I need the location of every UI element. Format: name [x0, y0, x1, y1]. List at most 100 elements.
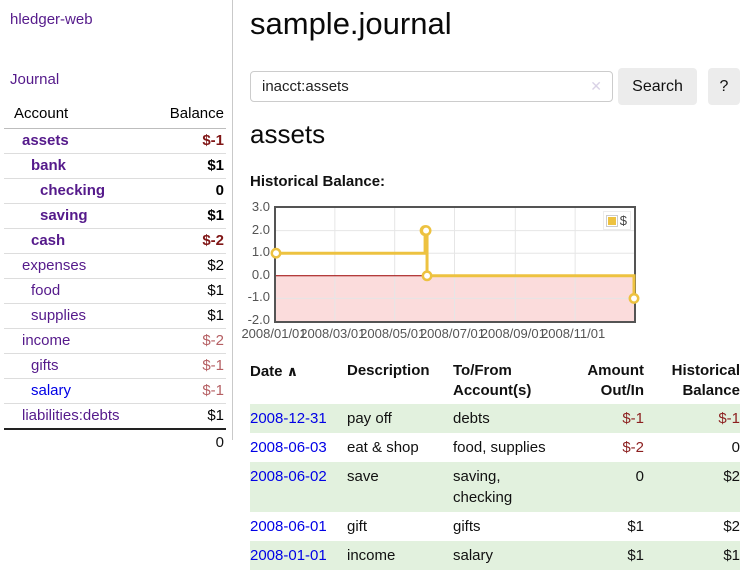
transaction-date-link[interactable]: 2008-06-02 — [250, 468, 327, 485]
account-balance-cash: $-2 — [153, 228, 226, 254]
transaction-balance: $2 — [723, 518, 740, 535]
search-input[interactable] — [250, 71, 613, 102]
main-content: sample.journal ✕ Search ? assets Histori… — [241, 0, 740, 582]
account-link-saving[interactable]: saving — [40, 207, 88, 224]
y-tick-label: -1.0 — [247, 289, 270, 305]
transaction-balance: $1 — [723, 547, 740, 564]
account-row-saving: saving $1 — [4, 203, 226, 229]
header-balance: Historical Balance — [671, 362, 740, 399]
transaction-amount: $-2 — [622, 439, 644, 456]
x-tick-label: 2008/09/01 — [480, 326, 546, 341]
account-balance-checking: 0 — [153, 178, 226, 204]
transactions-table: Date ∧ Description To/From Account(s) Am… — [250, 357, 740, 570]
account-row-assets: assets $-1 — [4, 128, 226, 154]
transaction-description: gift — [347, 518, 368, 535]
y-tick-label: 0.0 — [251, 266, 270, 282]
account-balance-bank: $1 — [153, 153, 226, 179]
y-tick-label: 1.0 — [251, 244, 270, 260]
sort-asc-icon: ∧ — [286, 363, 299, 379]
account-link-assets[interactable]: assets — [22, 132, 69, 149]
transaction-date-link[interactable]: 2008-12-31 — [250, 410, 327, 427]
chart-plot-area: $ — [270, 206, 640, 323]
transaction-row: 2008-12-31 pay off debts $-1 $-1 — [250, 404, 740, 433]
account-link-checking[interactable]: checking — [40, 182, 106, 199]
account-heading: assets — [250, 119, 326, 149]
header-date-label: Date — [250, 363, 283, 380]
transactions-header-row: Date ∧ Description To/From Account(s) Am… — [250, 357, 740, 404]
transaction-accounts: saving, checking — [453, 468, 513, 506]
y-tick-label: 2.0 — [251, 221, 270, 237]
account-row-cash: cash $-2 — [4, 228, 226, 254]
legend-swatch-icon — [605, 214, 618, 227]
account-link-expenses[interactable]: expenses — [22, 257, 87, 274]
account-row-liabilities-debts: liabilities:debts $1 — [4, 403, 226, 430]
y-tick-label: 3.0 — [251, 199, 270, 214]
transaction-date-link[interactable]: 2008-01-01 — [250, 547, 327, 564]
account-balance-expenses: $2 — [153, 253, 226, 279]
accounts-total-value: 0 — [153, 428, 226, 456]
accounts-header-account: Account — [4, 101, 154, 129]
account-row-gifts: gifts $-1 — [4, 353, 226, 379]
transaction-date-link[interactable]: 2008-06-01 — [250, 518, 327, 535]
brand-link[interactable]: hledger-web — [10, 11, 93, 28]
transaction-date-link[interactable]: 2008-06-03 — [250, 439, 327, 456]
account-link-food[interactable]: food — [31, 282, 61, 299]
account-row-supplies: supplies $1 — [4, 303, 226, 329]
search-box: ✕ — [250, 71, 613, 102]
accounts-total-spacer — [4, 428, 154, 456]
transaction-amount: $1 — [627, 547, 644, 564]
transaction-description: pay off — [347, 410, 392, 427]
historical-balance-chart: 3.0 2.0 1.0 0.0 -1.0 -2.0 $ 2008/01/01 2008/03… — [241, 196, 740, 348]
account-row-expenses: expenses $2 — [4, 253, 226, 279]
accounts-total-row: 0 — [4, 428, 226, 456]
sidebar-item-journal[interactable]: Journal — [10, 71, 60, 88]
account-row-food: food $1 — [4, 278, 226, 304]
account-row-salary: salary $-1 — [4, 378, 226, 404]
account-row-checking: checking 0 — [4, 178, 226, 204]
accounts-header-balance: Balance — [153, 101, 226, 129]
header-accounts: To/From Account(s) — [453, 362, 532, 399]
x-tick-label: 2008/05/01 — [360, 326, 426, 341]
transaction-accounts: food, supplies — [453, 439, 546, 456]
account-link-salary[interactable]: salary — [31, 382, 72, 399]
header-date[interactable]: Date ∧ — [250, 357, 347, 404]
search-button[interactable]: Search — [618, 68, 697, 105]
account-link-bank[interactable]: bank — [31, 157, 67, 174]
account-link-income[interactable]: income — [22, 332, 71, 349]
transaction-accounts: salary — [453, 547, 494, 564]
transaction-amount: $-1 — [622, 410, 644, 427]
chart-title: Historical Balance: — [250, 173, 386, 190]
account-row-income: income $-2 — [4, 328, 226, 354]
legend-label: $ — [619, 213, 627, 228]
transaction-description: save — [347, 468, 379, 485]
search-bar: ✕ Search ? — [250, 68, 740, 105]
x-tick-label: 2008/03/01 — [300, 326, 366, 341]
clear-search-icon[interactable]: ✕ — [590, 78, 602, 94]
account-balance-liabilities-debts: $1 — [153, 403, 226, 430]
header-amount: Amount Out/In — [587, 362, 644, 399]
transaction-accounts: debts — [453, 410, 490, 427]
page-title: sample.journal — [250, 6, 452, 41]
account-balance-gifts: $-1 — [153, 353, 226, 379]
account-link-cash[interactable]: cash — [31, 232, 66, 249]
transaction-row: 2008-06-03 eat & shop food, supplies $-2… — [250, 433, 740, 462]
chart-plot-svg — [270, 208, 640, 321]
transaction-description: income — [347, 547, 396, 564]
account-link-liabilities-debts[interactable]: liabilities:debts — [22, 407, 120, 424]
transaction-balance: $-1 — [718, 410, 740, 427]
transaction-amount: $1 — [627, 518, 644, 535]
transaction-balance: 0 — [731, 439, 740, 456]
account-balance-saving: $1 — [153, 203, 226, 229]
account-link-supplies[interactable]: supplies — [31, 307, 87, 324]
x-tick-label: 2008/07/01 — [419, 326, 486, 341]
account-row-bank: bank $1 — [4, 153, 226, 179]
account-balance-supplies: $1 — [153, 303, 226, 329]
sidebar: hledger-web Journal Account Balance asse… — [0, 0, 233, 456]
transaction-row: 2008-06-01 gift gifts $1 $2 — [250, 512, 740, 541]
account-link-gifts[interactable]: gifts — [31, 357, 59, 374]
account-balance-income: $-2 — [153, 328, 226, 354]
help-button[interactable]: ? — [708, 68, 740, 105]
header-description: Description — [347, 362, 430, 379]
y-tick-label: -2.0 — [247, 312, 270, 327]
